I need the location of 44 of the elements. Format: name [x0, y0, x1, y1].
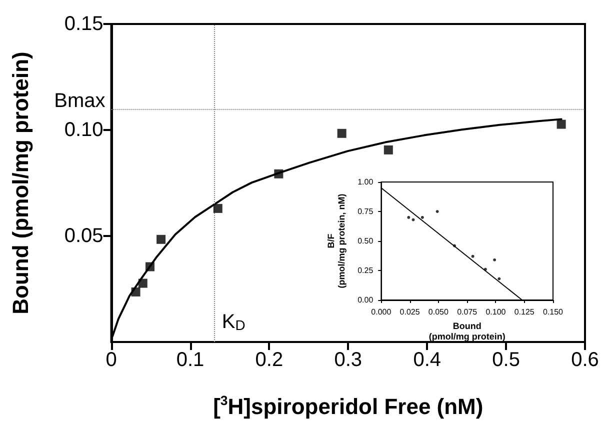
x-tick-label: 0.2 [255, 349, 284, 371]
point [420, 216, 424, 219]
y-tick-label: 0.10 [64, 119, 104, 141]
point [471, 254, 474, 258]
x-tick-label: 0.1 [176, 349, 204, 371]
x-tick-label: 0.6 [571, 349, 599, 371]
point [407, 216, 410, 219]
y-tick-label: 0.25 [358, 266, 374, 275]
x-tick-label: 0.4 [413, 349, 442, 371]
y-axis-title: B/F (pmol/mg protein, nM) [326, 194, 347, 288]
x-tick-label: 0.125 [514, 308, 535, 316]
ref-line-label: KD [222, 311, 246, 333]
point [138, 278, 148, 288]
x-tick-label: 0.100 [486, 308, 506, 316]
point [213, 204, 222, 213]
x-tick-label: 0.025 [400, 308, 420, 316]
point [436, 210, 439, 213]
x-tick-label: 0.150 [542, 308, 564, 316]
x-tick-label: 0 [106, 349, 117, 371]
y-tick-label: 0.05 [64, 225, 104, 247]
x-tick-label: 0.050 [428, 308, 449, 316]
point [493, 258, 496, 262]
y-tick-label: 0.75 [358, 207, 374, 216]
point [131, 287, 140, 296]
x-tick-label: 0.000 [371, 308, 392, 316]
y-tick-label: 1.00 [358, 178, 374, 186]
point [274, 169, 284, 178]
point [337, 128, 346, 138]
y-tick-label: 0.15 [64, 13, 104, 35]
point [556, 120, 566, 129]
y-tick-label: 0.50 [358, 236, 374, 246]
point [384, 145, 393, 154]
point [452, 244, 456, 248]
x-tick-label: 0.075 [457, 308, 478, 316]
x-axis-title: Bound (pmol/mg protein) [428, 321, 506, 342]
y-tick-label: 0.00 [358, 296, 374, 304]
ref-line-label: Bmax [54, 90, 106, 112]
y-axis-title: Bound (pmol/mg protein) [8, 52, 34, 314]
point [412, 218, 415, 222]
point [145, 262, 154, 272]
point [156, 234, 166, 244]
x-tick-label: 0.3 [334, 349, 362, 371]
point [484, 268, 487, 271]
x-tick-label: 0.5 [492, 349, 520, 371]
